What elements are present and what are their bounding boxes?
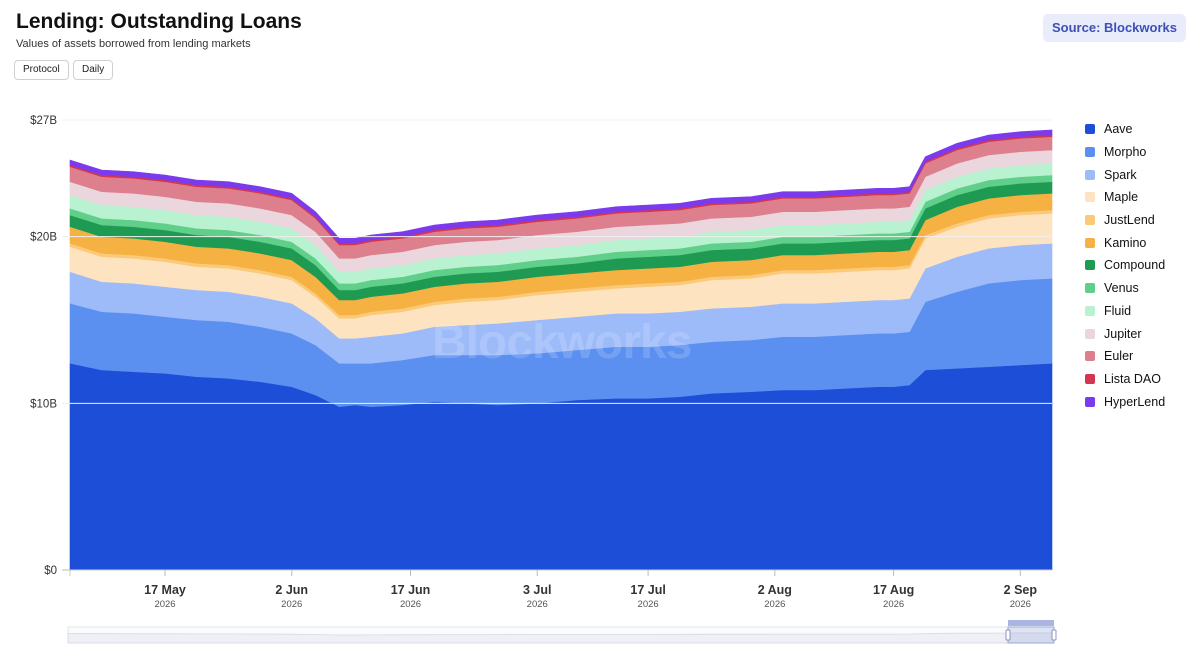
- series-area-hyperlend: [69, 129, 1053, 244]
- x-tick-label: 2 Aug: [758, 583, 792, 597]
- y-axis: $0 $10B $20B $27B: [30, 115, 1052, 577]
- legend-swatch: [1085, 124, 1095, 135]
- navigator-scrollbar: [1008, 620, 1054, 626]
- legend-item-jupiter[interactable]: Jupiter: [1085, 322, 1165, 345]
- x-tick-year: 2026: [281, 599, 302, 610]
- legend-swatch: [1085, 192, 1095, 203]
- legend-swatch: [1085, 169, 1095, 180]
- x-tick-year: 2026: [527, 599, 548, 610]
- legend-item-maple[interactable]: Maple: [1085, 186, 1165, 209]
- legend-swatch: [1085, 260, 1095, 271]
- x-tick-year: 2026: [638, 599, 659, 610]
- legend-item-morpho[interactable]: Morpho: [1085, 141, 1165, 164]
- legend-swatch: [1085, 147, 1095, 158]
- chart-legend: Aave Morpho Spark Maple JustLend Kamino Compou…: [1085, 118, 1165, 413]
- legend-label: Kamino: [1104, 235, 1147, 250]
- legend-swatch: [1085, 328, 1095, 339]
- navigator-left-handle: [1005, 629, 1011, 641]
- legend-item-aave[interactable]: Aave: [1085, 118, 1165, 141]
- legend-item-hyperlend[interactable]: HyperLend: [1085, 390, 1165, 413]
- legend-label: Euler: [1104, 349, 1134, 364]
- legend-label: Aave: [1104, 122, 1133, 137]
- x-tick-label: 2 Jun: [275, 583, 308, 597]
- y-tick-label: $0: [44, 565, 57, 577]
- legend-item-kamino[interactable]: Kamino: [1085, 231, 1165, 254]
- source-badge[interactable]: Source: Blockworks: [1043, 14, 1186, 42]
- x-tick-year: 2026: [400, 599, 421, 610]
- y-tick-label: $10B: [30, 398, 57, 410]
- chart-areas: [69, 129, 1053, 571]
- x-tick-year: 2026: [764, 599, 785, 610]
- legend-swatch: [1085, 373, 1095, 384]
- page-subtitle: Values of assets borrowed from lending m…: [16, 38, 251, 50]
- legend-item-compound[interactable]: Compound: [1085, 254, 1165, 277]
- legend-label: Spark: [1104, 167, 1137, 182]
- x-tick-label: 17 Jun: [391, 583, 431, 597]
- legend-label: Morpho: [1104, 145, 1147, 160]
- legend-label: Fluid: [1104, 303, 1132, 318]
- legend-item-fluid[interactable]: Fluid: [1085, 300, 1165, 323]
- legend-item-spark[interactable]: Spark: [1085, 163, 1165, 186]
- protocol-button[interactable]: Protocol: [14, 60, 69, 80]
- legend-swatch: [1085, 237, 1095, 248]
- x-tick-label: 17 Jul: [630, 583, 665, 597]
- legend-swatch: [1085, 351, 1095, 362]
- legend-item-euler[interactable]: Euler: [1085, 345, 1165, 368]
- legend-item-venus[interactable]: Venus: [1085, 277, 1165, 300]
- navigator-right-handle: [1051, 629, 1057, 641]
- x-tick-year: 2026: [883, 599, 904, 610]
- legend-label: Compound: [1104, 258, 1166, 273]
- page-title: Lending: Outstanding Loans: [16, 10, 302, 33]
- y-tick-label: $20B: [30, 232, 57, 244]
- y-tick-label: $27B: [30, 115, 57, 127]
- navigator-series: [67, 632, 1055, 644]
- legend-label: HyperLend: [1104, 394, 1166, 409]
- x-tick-label: 3 Jul: [523, 583, 552, 597]
- x-axis: 17 May 2026 2 Jun 2026 17 Jun 2026 3 Jul 2026 17…: [70, 569, 1052, 610]
- navigator-selection: [1007, 626, 1055, 644]
- legend-item-lista-dao[interactable]: Lista DAO: [1085, 368, 1165, 391]
- legend-swatch: [1085, 305, 1095, 316]
- x-tick-label: 17 Aug: [873, 583, 914, 597]
- legend-label: Jupiter: [1104, 326, 1142, 341]
- legend-swatch: [1085, 396, 1095, 407]
- legend-swatch: [1085, 283, 1095, 294]
- x-tick-year: 2026: [1010, 599, 1031, 610]
- x-tick-year: 2026: [154, 599, 175, 610]
- legend-label: Lista DAO: [1104, 371, 1161, 386]
- range-navigator[interactable]: [67, 620, 1057, 644]
- legend-swatch: [1085, 215, 1095, 226]
- legend-label: JustLend: [1104, 213, 1155, 228]
- legend-label: Venus: [1104, 281, 1139, 296]
- x-tick-label: 2 Sep: [1004, 583, 1038, 597]
- x-tick-label: 17 May: [144, 583, 186, 597]
- legend-label: Maple: [1104, 190, 1139, 205]
- daily-button[interactable]: Daily: [73, 60, 114, 80]
- legend-item-justlend[interactable]: JustLend: [1085, 209, 1165, 232]
